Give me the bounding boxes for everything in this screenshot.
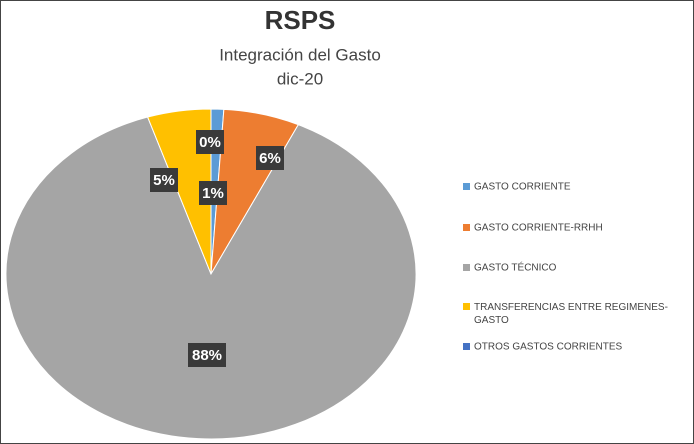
pie-slice xyxy=(146,108,212,275)
legend-label-line: GASTO xyxy=(474,315,509,326)
data-label: 0% xyxy=(199,134,221,151)
data-label-box xyxy=(199,181,227,205)
legend-label: GASTO TÉCNICO xyxy=(474,261,557,274)
data-label-box xyxy=(188,343,226,367)
legend-label: GASTO CORRIENTE-RRHH xyxy=(474,223,603,234)
legend-swatch xyxy=(463,183,470,190)
legend-label: GASTO CORRIENTE xyxy=(474,182,571,193)
data-label-box xyxy=(150,168,178,192)
legend-label-line: TRANSFERENCIAS ENTRE REGIMENES- xyxy=(474,302,668,313)
legend-swatch xyxy=(463,264,470,271)
data-label: 1% xyxy=(202,185,224,202)
legend-label: TRANSFERENCIAS ENTRE REGIMENES- GASTO xyxy=(474,302,668,326)
data-label-box xyxy=(196,130,224,154)
chart-title: RSPS xyxy=(265,5,336,35)
data-label: 88% xyxy=(192,347,222,364)
legend-label: OTROS GASTOS CORRIENTES xyxy=(474,342,622,353)
data-label: 5% xyxy=(153,172,175,189)
pie-slice xyxy=(5,116,417,440)
data-label: 6% xyxy=(259,150,281,167)
legend-swatch xyxy=(463,303,470,310)
legend-swatch xyxy=(463,224,470,231)
chart-subtitle: Integración del Gasto xyxy=(219,45,381,64)
data-label-box xyxy=(256,146,284,170)
legend-swatch xyxy=(463,343,470,350)
chart-date: dic-20 xyxy=(277,69,323,88)
